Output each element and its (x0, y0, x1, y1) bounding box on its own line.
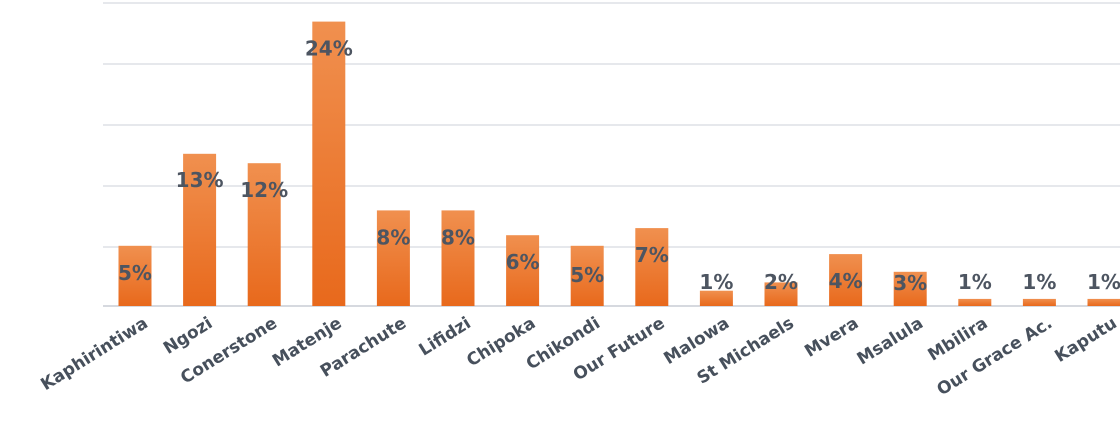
bar-st-michaels (764, 282, 798, 306)
data-label: 5% (118, 261, 152, 285)
bar-chikondi (570, 245, 604, 306)
data-label: 5% (570, 263, 604, 287)
data-label: 13% (176, 168, 224, 192)
data-label: 1% (699, 270, 733, 294)
bar-mvera (829, 254, 863, 306)
bar-kaphirintiwa (118, 245, 152, 306)
data-label: 4% (829, 269, 863, 293)
bar-mbilira (958, 298, 992, 306)
data-label: 12% (240, 178, 288, 202)
data-label: 24% (305, 37, 353, 61)
bar-parachute (376, 210, 410, 306)
x-tick-label: Mvera (801, 313, 862, 361)
x-axis-tick-labels: Kaphirintiwa NgoziConerstoneMatenjeParach… (37, 313, 1120, 400)
data-label: 8% (441, 225, 475, 249)
bar-conerstone (247, 163, 281, 306)
bars (118, 21, 1120, 306)
data-label: 3% (893, 271, 927, 295)
bar-lifidzi (441, 210, 475, 306)
x-tick-label: Our Grace Ac. (934, 313, 1056, 400)
x-tick-label: Kaphirintiwa (37, 313, 151, 395)
bar-msalula (893, 271, 927, 306)
data-label: 1% (1087, 270, 1120, 294)
bar-malowa (699, 290, 733, 306)
bar-ngozi (183, 153, 217, 306)
x-tick-label: Msalula (854, 313, 927, 369)
bar-kaputu (1087, 298, 1120, 306)
data-label: 6% (506, 250, 540, 274)
bar-matenje (312, 21, 346, 306)
data-label: 1% (1022, 270, 1056, 294)
bar-our-grace-ac (1022, 298, 1056, 306)
data-label: 7% (635, 243, 669, 267)
bar-chipoka (506, 235, 540, 306)
bar-our-future (635, 228, 669, 306)
data-label: 2% (764, 270, 798, 294)
data-labels: 5% 13% 12% 24% 8% 8% 6% 5% 7% 1% 2% 4% 3% 1% 1% 1% (118, 37, 1120, 295)
x-tick-label: Kaputu (1051, 313, 1120, 367)
data-label: 8% (376, 225, 410, 249)
data-label: 1% (958, 270, 992, 294)
